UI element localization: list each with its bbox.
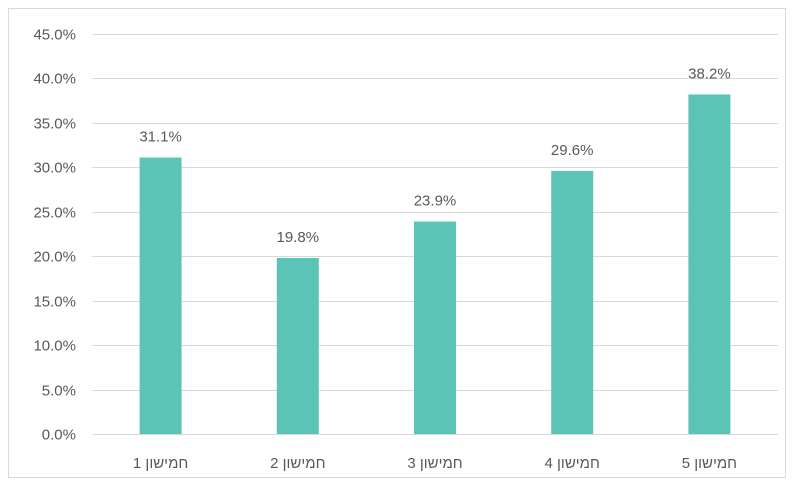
y-tick-label: 20.0%	[33, 249, 76, 266]
y-tick-label: 0.0%	[42, 427, 76, 444]
data-label-4: 29.6%	[551, 142, 594, 159]
x-tick-label-5: חמישון 5	[682, 455, 737, 472]
y-axis: 0.0% 5.0% 10.0% 15.0% 20.0% 25.0% 30.0% 35.0% 40…	[33, 27, 76, 444]
y-tick-label: 15.0%	[33, 294, 76, 311]
bar-1	[139, 157, 182, 435]
x-tick-label-2: חמישון 2	[270, 455, 325, 472]
x-axis: חמישון 1 חמישון 2 חמישון 3 חמישון 4 חמישון 5	[133, 455, 737, 472]
bar-4	[551, 170, 594, 434]
data-label-5: 38.2%	[688, 65, 731, 82]
x-tick-label-3: חמישון 3	[407, 455, 462, 472]
x-tick-label-1: חמישון 1	[133, 455, 188, 472]
y-tick-label: 5.0%	[42, 383, 76, 400]
data-label-2: 19.8%	[277, 229, 320, 246]
bar-2	[276, 258, 319, 434]
y-tick-label: 10.0%	[33, 338, 76, 355]
chart-frame	[8, 8, 786, 478]
gridlines	[92, 34, 778, 435]
y-tick-label: 40.0%	[33, 71, 76, 88]
data-label-3: 23.9%	[414, 193, 457, 210]
x-tick-label-4: חמישון 4	[545, 455, 600, 472]
bars	[139, 94, 731, 435]
y-tick-label: 45.0%	[33, 27, 76, 44]
y-tick-label: 35.0%	[33, 116, 76, 133]
y-tick-label: 30.0%	[33, 160, 76, 177]
bar-5	[688, 94, 731, 434]
bar-3	[414, 221, 456, 434]
y-tick-label: 25.0%	[33, 205, 76, 222]
data-labels: 31.1% 19.8% 23.9% 29.6% 38.2%	[139, 65, 730, 246]
data-label-1: 31.1%	[139, 129, 182, 146]
